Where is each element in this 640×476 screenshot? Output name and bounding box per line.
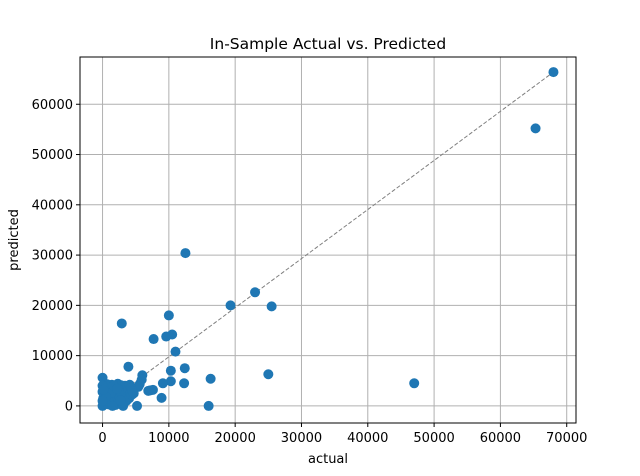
data-point: [97, 395, 108, 406]
data-point: [548, 67, 559, 78]
data-point: [148, 334, 159, 345]
data-point: [107, 400, 118, 411]
y-tick-label: 60000: [32, 98, 73, 113]
data-point: [161, 331, 172, 342]
data-point: [263, 369, 274, 380]
data-point: [165, 376, 176, 387]
data-point: [225, 300, 236, 311]
x-tick-label: 60000: [480, 431, 521, 446]
x-tick-label: 30000: [281, 431, 322, 446]
data-point: [115, 395, 126, 406]
x-tick-label: 10000: [148, 431, 189, 446]
data-point: [530, 123, 541, 134]
x-tick-label: 50000: [413, 431, 454, 446]
data-point: [203, 400, 214, 411]
x-tick-label: 70000: [546, 431, 587, 446]
data-point: [250, 287, 261, 298]
x-tick-label: 20000: [214, 431, 255, 446]
data-point: [179, 363, 190, 374]
data-point: [116, 318, 127, 329]
data-point: [132, 400, 143, 411]
y-axis-ticks: 0 10000 20000 30000 40000 50000 60000: [32, 98, 80, 414]
scatter-points: [97, 67, 559, 411]
data-point: [128, 388, 139, 399]
x-tick-label: 40000: [347, 431, 388, 446]
y-tick-label: 40000: [32, 198, 73, 213]
data-point: [123, 361, 134, 372]
y-tick-label: 10000: [32, 349, 73, 364]
x-axis-ticks: 0 10000 20000 30000 40000 50000 60000 70000: [98, 423, 587, 446]
y-tick-label: 20000: [32, 299, 73, 314]
data-point: [163, 310, 174, 321]
grid-lines: [80, 57, 576, 423]
data-point: [266, 301, 277, 312]
data-point: [180, 248, 191, 259]
y-tick-label: 50000: [32, 148, 73, 163]
data-point: [409, 378, 420, 389]
chart-title: In-Sample Actual vs. Predicted: [210, 35, 446, 53]
data-point: [156, 392, 167, 403]
data-point: [112, 383, 123, 394]
x-tick-label: 0: [98, 431, 106, 446]
plot-area-frame: [79, 56, 577, 424]
data-point: [170, 346, 181, 357]
y-tick-label: 30000: [32, 249, 73, 264]
data-point: [157, 378, 168, 389]
y-tick-label: 0: [65, 399, 73, 414]
data-point: [165, 365, 176, 376]
data-point: [179, 378, 190, 389]
data-point: [205, 373, 216, 384]
y-axis-label: predicted: [7, 209, 22, 271]
x-axis-label: actual: [308, 452, 348, 467]
data-point: [143, 385, 154, 396]
data-point: [98, 384, 109, 395]
